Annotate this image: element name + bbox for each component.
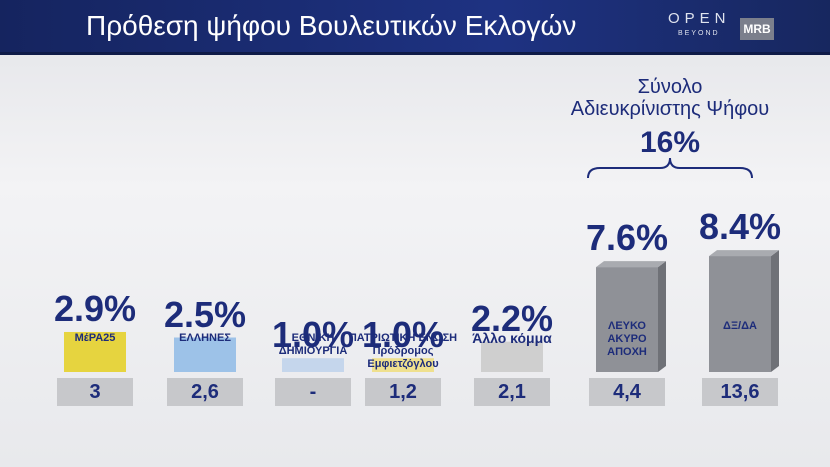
value-label: 1.0% — [271, 314, 355, 356]
bar — [481, 341, 543, 372]
bar-top — [709, 250, 779, 257]
channel-tag: BEYOND — [678, 30, 720, 37]
value-label: 2.5% — [163, 293, 247, 335]
bar — [372, 358, 434, 372]
value-label: 7.6% — [585, 217, 669, 259]
previous-value: 13,6 — [702, 378, 778, 406]
bar — [174, 337, 236, 372]
bar-side — [771, 250, 779, 372]
previous-value: 3 — [57, 378, 133, 406]
value-label: 1.0% — [361, 314, 445, 356]
previous-value: 2,6 — [167, 378, 243, 406]
pollster-logo: MRB — [740, 18, 774, 40]
header — [0, 0, 830, 55]
previous-value: 1,2 — [365, 378, 441, 406]
category-label: ΔΞ/ΔΑ — [723, 320, 757, 332]
title: Πρόθεση ψήφου Βουλευτικών Εκλογών — [86, 10, 577, 41]
category-label: Άλλο κόμμα — [472, 330, 552, 346]
value-label: 8.4% — [698, 206, 782, 248]
category-label: ΠΑΤΡΙΩΤΙΚΗ ΕΝΩΣΗ Πρόδρομος Εμφιετζόγλου — [348, 332, 458, 370]
value-label: 2.2% — [470, 297, 554, 339]
bar — [709, 256, 771, 372]
bar-top — [596, 261, 666, 268]
previous-value: 2,1 — [474, 378, 550, 406]
category-label: ΛΕΥΚΟ ΑΚΥΡΟ ΑΠΟΧΗ — [607, 320, 647, 358]
bar-side — [658, 261, 666, 372]
value-label: 2.9% — [53, 287, 137, 329]
category-label: ΕΘΝΙΚΗ ΔΗΜΙΟΥΡΓΙΑ — [278, 332, 348, 357]
brace — [587, 157, 753, 179]
channel-logo: OPEN — [668, 10, 731, 27]
annotation: Σύνολο Αδιευκρίνιστης Ψήφου — [570, 76, 770, 120]
annotation-value: 16% — [639, 126, 701, 159]
previous-value: - — [275, 378, 351, 406]
previous-value: 4,4 — [589, 378, 665, 406]
category-label: ΜέΡΑ25 — [74, 332, 116, 344]
bar — [64, 331, 126, 372]
bar — [282, 358, 344, 372]
bar — [596, 267, 658, 372]
category-label: ΕΛΛΗΝΕΣ — [179, 332, 231, 344]
